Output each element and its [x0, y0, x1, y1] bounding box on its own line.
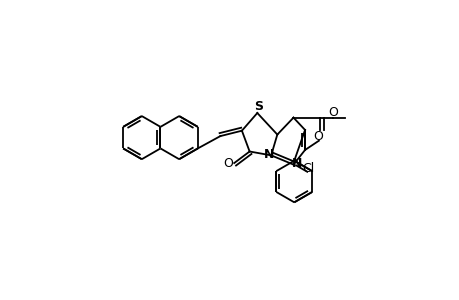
- Text: S: S: [254, 100, 263, 113]
- Text: Cl: Cl: [302, 162, 314, 175]
- Text: O: O: [328, 106, 338, 119]
- Text: O: O: [313, 130, 322, 142]
- Text: N: N: [291, 157, 301, 169]
- Text: N: N: [263, 148, 274, 161]
- Text: O: O: [223, 157, 232, 170]
